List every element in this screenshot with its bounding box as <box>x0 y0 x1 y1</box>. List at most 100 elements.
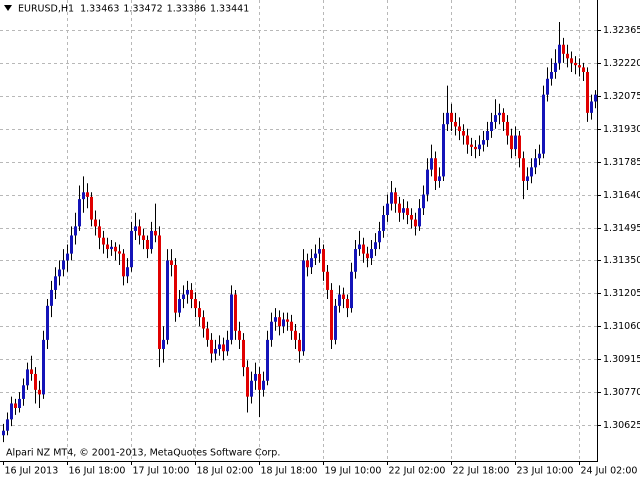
candle-body <box>538 153 541 159</box>
candle-body <box>574 62 577 66</box>
candle <box>354 239 357 279</box>
candle-body <box>50 289 53 306</box>
candle-body <box>90 196 93 220</box>
candle-body <box>154 230 157 236</box>
candle <box>466 128 469 154</box>
candle <box>582 62 585 82</box>
candle-body <box>34 373 37 390</box>
candle <box>78 185 81 231</box>
candle-body <box>362 244 365 254</box>
candle <box>530 158 533 184</box>
candle <box>90 192 93 227</box>
candle-body <box>14 403 17 409</box>
candle <box>410 208 413 229</box>
candle-body <box>150 230 153 250</box>
candle-body <box>10 403 13 420</box>
candle <box>178 289 181 318</box>
candle <box>358 230 361 256</box>
x-tick-label: 22 Jul 18:00 <box>453 466 510 477</box>
candle <box>230 285 233 345</box>
candle <box>242 333 245 377</box>
candle-body <box>86 192 89 197</box>
candle <box>390 180 393 211</box>
candle <box>238 321 241 349</box>
candle-body <box>94 219 97 227</box>
candle-body <box>286 319 289 322</box>
candle <box>138 219 141 245</box>
quote-value: 1.33463 <box>80 4 119 15</box>
candle-body <box>342 294 345 300</box>
candle <box>114 242 117 261</box>
candle <box>322 244 325 281</box>
candle-body <box>418 208 421 227</box>
candle-body <box>182 294 185 300</box>
candle <box>130 221 133 272</box>
candle <box>290 314 293 340</box>
candle-body <box>442 124 445 177</box>
candle-body <box>394 192 397 204</box>
candle-body <box>166 260 169 340</box>
x-tick-label: 18 Jul 18:00 <box>261 466 318 477</box>
candle <box>406 201 409 225</box>
candle-body <box>462 131 465 136</box>
candle-body <box>282 319 285 327</box>
candle <box>166 249 169 345</box>
candle-body <box>334 305 337 340</box>
candle <box>98 219 101 250</box>
candle-body <box>354 249 357 272</box>
candle-body <box>422 194 425 209</box>
candle-body <box>406 208 409 216</box>
candle-body <box>262 380 265 390</box>
candle <box>426 158 429 202</box>
candle-body <box>414 219 417 227</box>
candle <box>502 108 505 132</box>
candle <box>234 289 237 340</box>
candle-body <box>374 242 377 250</box>
candle-body <box>38 389 41 395</box>
candle-body <box>130 230 133 268</box>
candle <box>254 362 257 390</box>
candle <box>350 262 353 313</box>
candle-body <box>254 373 257 381</box>
candle-body <box>222 344 225 352</box>
y-tick-label: 1.31785 <box>603 157 640 168</box>
candle-body <box>318 249 321 254</box>
candle <box>34 367 37 404</box>
y-tick-label: 1.30770 <box>603 387 640 398</box>
candle-body <box>106 244 109 250</box>
candle <box>438 167 441 188</box>
candle <box>18 392 21 413</box>
candle <box>94 210 97 236</box>
candle <box>194 292 197 318</box>
candle <box>506 115 509 145</box>
candle-body <box>18 398 21 409</box>
candles <box>2 22 597 443</box>
candle-body <box>546 78 549 95</box>
candle-body <box>58 269 61 277</box>
candle-body <box>226 339 229 352</box>
candle <box>106 237 109 259</box>
candle-body <box>498 112 501 116</box>
candle <box>162 326 165 363</box>
candle-body <box>594 94 597 102</box>
candle-body <box>410 215 413 220</box>
x-tick-label: 22 Jul 02:00 <box>389 466 446 477</box>
candle <box>38 380 41 409</box>
y-tick-label: 1.31205 <box>603 288 640 299</box>
candle <box>338 285 341 313</box>
candle <box>414 212 417 236</box>
candle <box>158 226 161 368</box>
candle <box>402 199 405 220</box>
candle-body <box>426 169 429 195</box>
candle <box>330 283 333 349</box>
candle <box>226 330 229 356</box>
y-tick-label: 1.32365 <box>603 25 640 36</box>
candle-body <box>478 144 481 150</box>
candle-body <box>562 44 565 54</box>
candle-body <box>446 112 449 125</box>
menu-icon[interactable] <box>4 5 12 11</box>
candle-body <box>506 121 509 136</box>
candle-body <box>358 244 361 250</box>
candle-body <box>526 176 529 181</box>
candle-body <box>122 253 125 277</box>
